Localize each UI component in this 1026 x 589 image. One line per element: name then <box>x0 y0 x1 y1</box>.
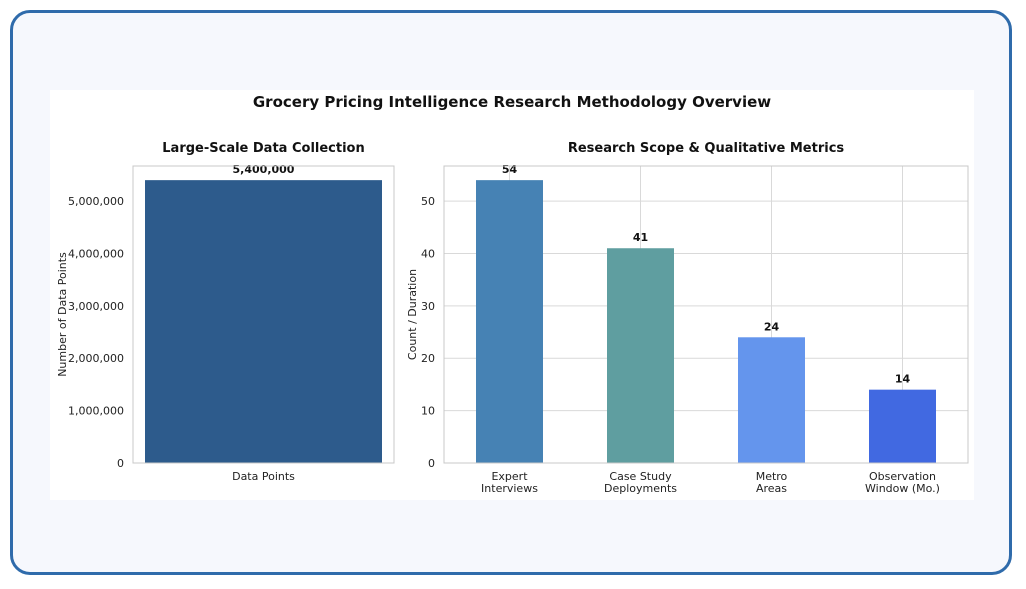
y-axis-label: Number of Data Points <box>56 252 69 377</box>
x-tick-label: Case Study <box>609 470 672 483</box>
y-tick-label: 2,000,000 <box>68 352 124 365</box>
y-tick-label: 20 <box>421 352 435 365</box>
axes-frame <box>443 165 969 464</box>
y-tick-label: 40 <box>421 247 435 260</box>
x-tick-label: Window (Mo.) <box>865 482 940 495</box>
x-tick-label: Interviews <box>481 482 538 495</box>
y-axis-label: Count / Duration <box>406 269 419 360</box>
bar-1-2 <box>738 337 805 463</box>
y-tick-label: 10 <box>421 405 435 418</box>
figure-title: Grocery Pricing Intelligence Research Me… <box>253 93 771 111</box>
axes-title: Large-Scale Data Collection <box>162 141 364 156</box>
x-tick-label: Areas <box>756 482 787 495</box>
y-tick-label: 30 <box>421 300 435 313</box>
bar-value-label: 54 <box>502 163 518 176</box>
y-tick-label: 1,000,000 <box>68 405 124 418</box>
y-tick-label: 50 <box>421 195 435 208</box>
bar-1-1 <box>607 248 674 463</box>
x-tick-label: Data Points <box>232 470 295 483</box>
x-tick-label: Metro <box>756 470 788 483</box>
y-tick-label: 4,000,000 <box>68 247 124 260</box>
bar-value-label: 14 <box>895 373 911 386</box>
bar-1-3 <box>869 389 936 463</box>
chart-svg: Grocery Pricing Intelligence Research Me… <box>56 93 969 495</box>
bar-value-label: 24 <box>764 320 780 333</box>
x-tick-label: Deployments <box>604 482 677 495</box>
bar-1-0 <box>476 180 543 463</box>
bar-value-label: 41 <box>633 231 648 244</box>
y-tick-label: 5,000,000 <box>68 195 124 208</box>
y-tick-label: 3,000,000 <box>68 300 124 313</box>
x-tick-label: Observation <box>869 470 936 483</box>
x-tick-label: Expert <box>491 470 528 483</box>
axes-title: Research Scope & Qualitative Metrics <box>568 141 845 156</box>
bar-value-label: 5,400,000 <box>233 163 295 176</box>
bar-0-0 <box>145 180 382 463</box>
y-tick-label: 0 <box>428 457 435 470</box>
chart-figure: Grocery Pricing Intelligence Research Me… <box>50 90 974 500</box>
axes-frame <box>132 165 395 464</box>
y-tick-label: 0 <box>117 457 124 470</box>
